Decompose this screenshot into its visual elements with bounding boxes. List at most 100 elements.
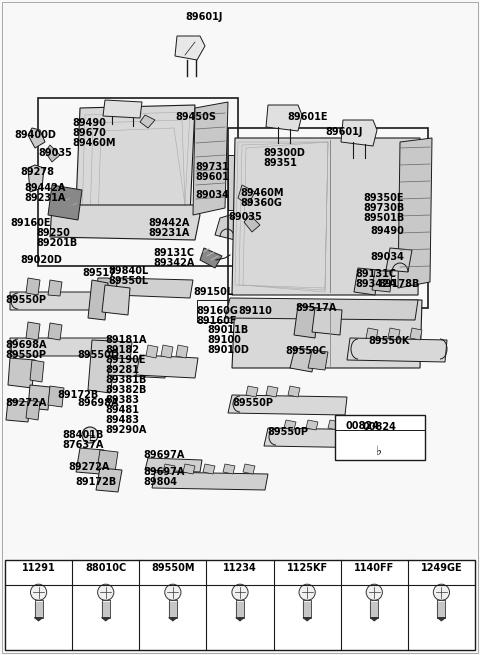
Polygon shape [48,323,62,340]
Polygon shape [236,618,244,621]
Polygon shape [284,420,296,430]
Polygon shape [388,328,400,340]
Text: 89110: 89110 [238,306,272,316]
Polygon shape [48,386,64,407]
Text: 89550L: 89550L [108,276,148,286]
Polygon shape [163,464,175,474]
Polygon shape [115,278,193,298]
Bar [236,601,244,618]
Text: 89034: 89034 [370,252,404,262]
Polygon shape [288,386,300,397]
Text: 89150L: 89150L [193,287,233,297]
Polygon shape [294,305,318,338]
Polygon shape [146,345,158,358]
Text: 89442A: 89442A [24,183,65,193]
Polygon shape [200,248,222,268]
Text: 89450S: 89450S [175,112,216,122]
Text: 89201B: 89201B [36,238,77,248]
Text: 89501B: 89501B [363,213,404,223]
Text: 89601: 89601 [195,172,229,182]
Polygon shape [437,618,445,621]
Text: 89131C: 89131C [153,248,194,258]
Polygon shape [26,400,40,420]
Polygon shape [95,278,122,305]
Text: 87637A: 87637A [62,440,103,450]
Circle shape [366,584,383,601]
Polygon shape [308,350,328,370]
Polygon shape [410,328,422,340]
Text: 89250: 89250 [36,228,70,238]
Text: 89350E: 89350E [363,193,404,203]
Bar [5,560,475,650]
Text: 00824: 00824 [362,422,396,432]
Circle shape [232,584,248,601]
Polygon shape [203,464,215,474]
Text: 89550D: 89550D [77,350,119,360]
Text: 89172B: 89172B [75,477,116,487]
Polygon shape [140,115,155,128]
Bar [197,300,255,322]
Text: 89481: 89481 [105,405,139,415]
Polygon shape [341,120,377,146]
Text: 1249GE: 1249GE [420,563,462,573]
Polygon shape [303,618,311,621]
Text: 89698A: 89698A [77,398,119,408]
Polygon shape [48,280,62,296]
Text: 89442A: 89442A [148,218,190,228]
Text: 89460M: 89460M [72,138,116,148]
Polygon shape [183,464,195,474]
Bar [169,601,177,618]
Polygon shape [266,105,302,131]
Text: ♭: ♭ [376,445,382,458]
Polygon shape [76,448,104,474]
Text: 89601J: 89601J [185,12,222,22]
Text: 89160G: 89160G [196,306,238,316]
Polygon shape [264,428,382,448]
Polygon shape [232,300,422,368]
Polygon shape [50,205,200,240]
Polygon shape [370,618,378,621]
Text: 88010C: 88010C [85,563,126,573]
Polygon shape [306,420,318,430]
Polygon shape [136,355,198,378]
Text: 89020D: 89020D [20,255,62,265]
Text: 89698A: 89698A [5,340,47,350]
Polygon shape [223,464,235,474]
Text: 1125KF: 1125KF [287,563,328,573]
Text: 89550K: 89550K [368,336,409,346]
Bar [228,155,240,210]
Text: 89490: 89490 [370,226,404,236]
Polygon shape [347,338,447,362]
Text: 89160F: 89160F [196,316,237,326]
Text: 89131C: 89131C [355,269,396,279]
Polygon shape [244,215,260,232]
Polygon shape [75,105,195,235]
Circle shape [299,584,315,601]
Text: 89381B: 89381B [105,375,146,385]
Polygon shape [48,185,82,220]
Text: 89382B: 89382B [105,385,146,395]
Polygon shape [26,322,40,340]
Bar [335,415,425,460]
Polygon shape [28,385,50,410]
Circle shape [30,584,47,601]
Text: 89731: 89731 [195,162,229,172]
Polygon shape [366,328,378,340]
Bar [102,601,110,618]
Text: 89290A: 89290A [105,425,146,435]
Text: 89281: 89281 [105,365,139,375]
Text: 89190E: 89190E [105,355,145,365]
Text: 1140FF: 1140FF [354,563,395,573]
Polygon shape [88,340,132,393]
Text: 89342A: 89342A [355,279,396,289]
Circle shape [82,427,98,443]
Text: 89483: 89483 [105,415,139,425]
Text: 89550P: 89550P [267,427,308,437]
Text: 89178B: 89178B [378,279,420,289]
Text: 89804: 89804 [143,477,177,487]
Text: 89517: 89517 [82,268,116,278]
Polygon shape [102,285,130,315]
Polygon shape [88,280,108,320]
Polygon shape [266,386,278,397]
Polygon shape [193,102,228,215]
